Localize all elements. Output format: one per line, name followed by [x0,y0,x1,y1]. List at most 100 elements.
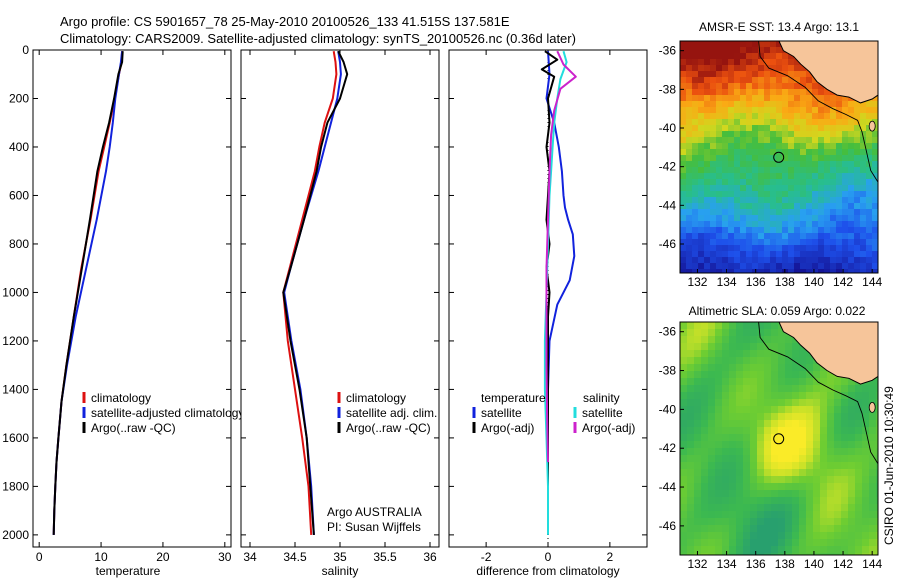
grid-cell [715,427,723,435]
grid-cell [812,113,819,120]
grid-cell [830,233,837,240]
grid-cell [740,197,747,204]
grid-cell [848,497,856,505]
grid-cell [862,406,870,414]
grid-cell [854,179,861,186]
grid-cell [830,179,837,186]
grid-cell [824,209,831,216]
grid-cell [830,239,837,246]
difference-legend: temperature salinitysatelliteArgo(-adj)sa… [472,391,635,435]
grid-cell [746,203,753,210]
grid-cell [698,239,705,246]
temperature-axis-label: temperature [96,564,161,578]
grid-cell [869,413,877,421]
grid-cell [785,378,793,386]
grid-cell [722,336,730,344]
grid-cell [855,483,863,491]
grid-cell [841,420,849,428]
grid-cell [799,413,807,421]
grid-cell [710,251,717,258]
grid-cell [860,227,867,234]
grid-cell [746,257,753,264]
grid-cell [736,483,744,491]
grid-cell [771,350,779,358]
grid-cell [806,399,814,407]
grid-cell [799,462,807,470]
grid-cell [758,41,765,48]
grid-cell [758,119,765,126]
grid-cell [710,125,717,132]
grid-cell [854,251,861,258]
grid-cell [860,179,867,186]
grid-cell [794,137,801,144]
grid-cell [701,497,709,505]
grid-cell [722,101,729,108]
grid-cell [776,125,783,132]
grid-cell [785,448,793,456]
grid-cell [776,215,783,222]
grid-cell [701,469,709,477]
grid-cell [776,101,783,108]
grid-cell [680,462,688,470]
grid-cell [876,525,878,533]
grid-cell [715,546,723,554]
grid-cell [729,497,737,505]
salinity-lines [282,50,349,535]
temperature-lines [52,51,124,535]
grid-cell [827,406,835,414]
grid-cell [830,143,837,150]
grid-cell [824,203,831,210]
grid-cell [818,125,825,132]
grid-cell [704,269,711,273]
grid-cell [770,143,777,150]
land-mass [778,41,878,104]
grid-cell [704,209,711,216]
grid-cell [680,203,687,210]
grid-cell [692,149,699,156]
grid-cell [704,215,711,222]
grid-cell [715,518,723,526]
grid-cell [701,378,709,386]
grid-cell [692,71,699,78]
grid-cell [869,462,877,470]
grid-cell [806,385,814,393]
grid-cell [687,497,695,505]
grid-cell [758,167,765,174]
grid-cell [848,179,855,186]
grid-cell [687,511,695,519]
grid-cell [812,131,819,138]
grid-cell [806,185,813,192]
grid-cell [716,131,723,138]
grid-cell [758,203,765,210]
grid-cell [824,233,831,240]
grid-cell [722,119,729,126]
grid-cell [680,448,688,456]
grid-cell [757,371,765,379]
grid-cell [704,221,711,228]
grid-cell [729,406,737,414]
grid-cell [757,455,765,463]
grid-cell [752,251,759,258]
grid-cell [680,191,687,198]
grid-cell [750,427,758,435]
grid-cell [750,546,758,554]
grid-cell [842,131,849,138]
grid-cell [824,113,831,120]
grid-cell [778,497,786,505]
grid-cell [834,469,842,477]
grid-cell [770,41,777,48]
grid-cell [782,59,789,66]
grid-cell [770,131,777,138]
grid-cell [740,149,747,156]
grid-cell [872,113,878,120]
grid-cell [740,185,747,192]
grid-cell [794,71,801,78]
grid-cell [866,257,873,264]
grid-cell [710,233,717,240]
grid-cell [778,455,786,463]
grid-cell [743,364,751,372]
grid-cell [834,483,842,491]
grid-cell [842,191,849,198]
grid-cell [854,173,861,180]
